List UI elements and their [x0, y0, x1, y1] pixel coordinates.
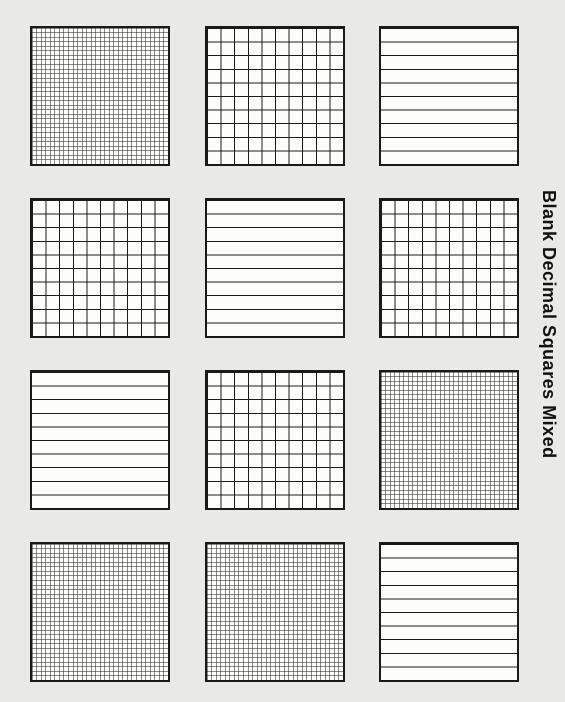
decimal-square: [30, 370, 170, 510]
page-title: Blank Decimal Squares Mixed: [538, 190, 559, 459]
decimal-square: [205, 26, 345, 166]
decimal-square: [205, 370, 345, 510]
decimal-square: [379, 198, 519, 338]
decimal-square: [30, 542, 170, 682]
decimal-square: [379, 370, 519, 510]
worksheet-page: Blank Decimal Squares Mixed: [0, 0, 565, 702]
decimal-square: [205, 542, 345, 682]
decimal-square: [205, 198, 345, 338]
decimal-square: [379, 542, 519, 682]
decimal-square: [379, 26, 519, 166]
squares-grid: [30, 26, 520, 682]
decimal-square: [30, 26, 170, 166]
decimal-square: [30, 198, 170, 338]
